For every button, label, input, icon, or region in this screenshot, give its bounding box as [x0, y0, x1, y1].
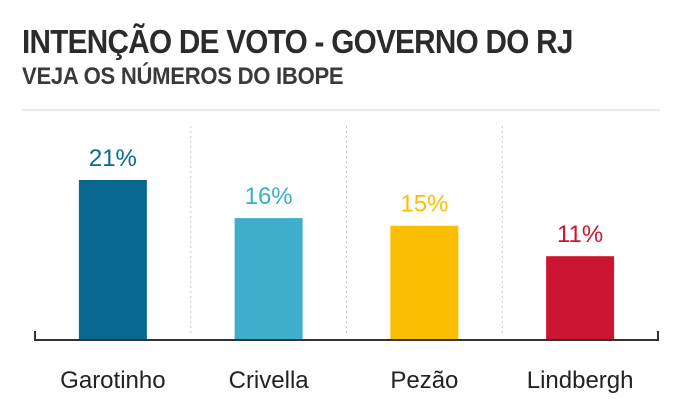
category-label-pezao: Pezão	[390, 367, 458, 394]
baseline	[34, 331, 659, 341]
category-label-lindbergh: Lindbergh	[527, 367, 634, 394]
chart-title: INTENÇÃO DE VOTO - GOVERNO DO RJ	[22, 23, 573, 60]
bar-crivella	[234, 218, 303, 340]
bar-lindbergh	[546, 256, 615, 340]
category-label-crivella: Crivella	[229, 367, 310, 394]
bar-pezao	[390, 225, 459, 340]
grid-separators	[190, 126, 503, 336]
value-label-crivella: 16%	[245, 183, 293, 210]
category-label-garotinho: Garotinho	[60, 367, 165, 394]
category-labels: Garotinho Crivella Pezão Lindbergh	[60, 367, 633, 394]
value-label-pezao: 15%	[400, 191, 448, 218]
bars	[78, 180, 615, 340]
value-label-garotinho: 21%	[89, 145, 137, 172]
bar-garotinho	[78, 180, 147, 340]
value-label-lindbergh: 11%	[557, 221, 603, 248]
chart-subtitle: VEJA OS NÚMEROS DO IBOPE	[22, 63, 344, 90]
value-labels: 21% 16% 15% 11%	[89, 145, 603, 248]
